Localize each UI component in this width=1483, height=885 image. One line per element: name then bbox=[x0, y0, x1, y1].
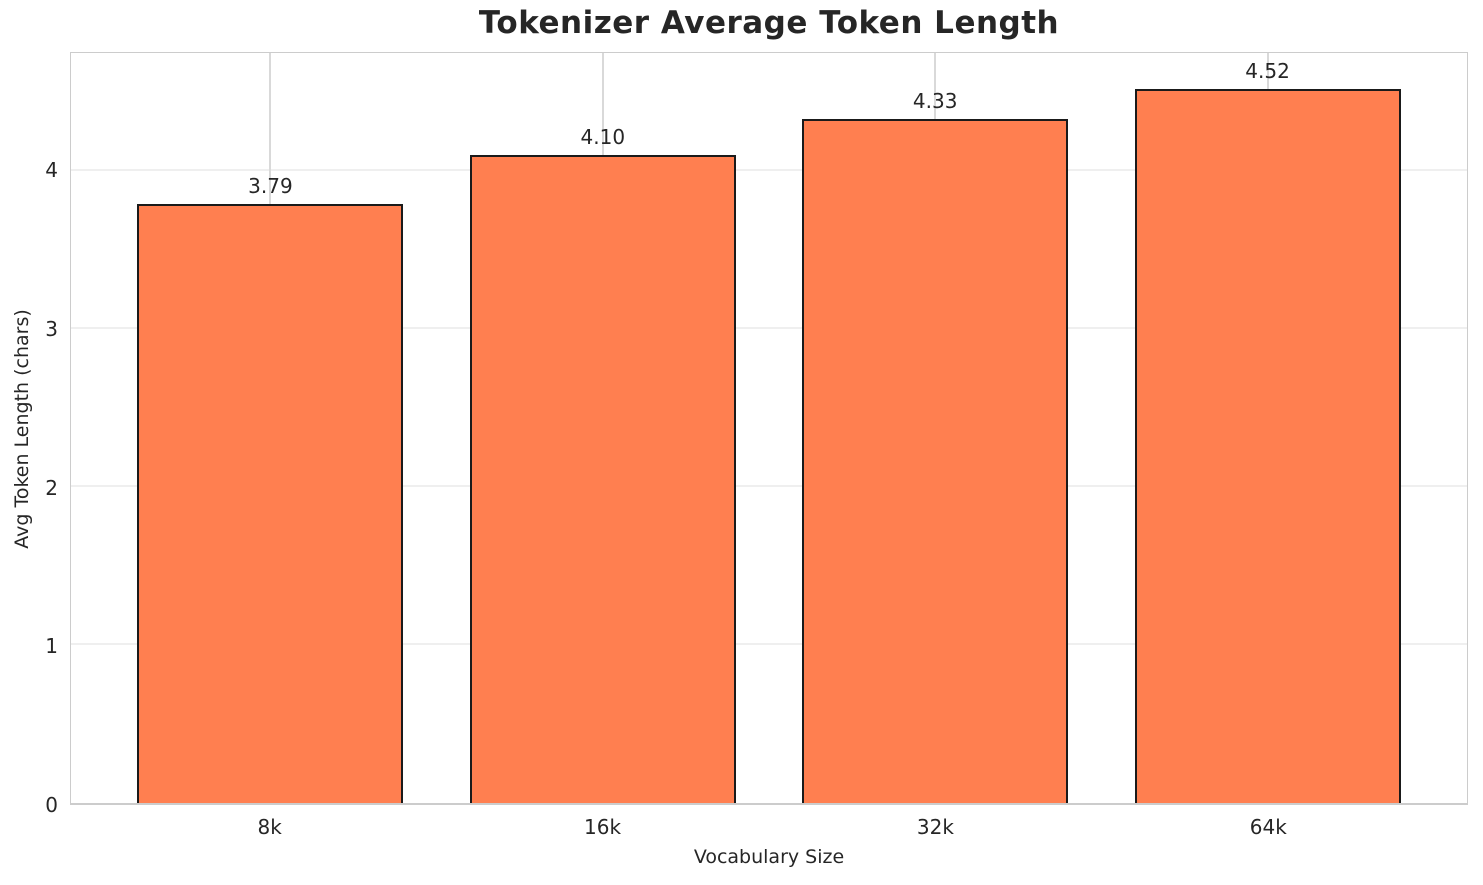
y-tick-label: 0 bbox=[45, 793, 58, 817]
plot-area: 3.79 4.10 4.33 4.52 bbox=[70, 52, 1468, 805]
x-tick-label: 16k bbox=[584, 815, 622, 839]
x-axis-label: Vocabulary Size bbox=[693, 846, 845, 868]
y-axis-label: Avg Token Length (chars) bbox=[11, 308, 34, 549]
h-gridline bbox=[71, 168, 1467, 171]
bar-32k bbox=[802, 118, 1069, 803]
bar-8k bbox=[137, 204, 404, 803]
bar-value-label: 3.79 bbox=[248, 174, 293, 199]
bar-value-label: 4.52 bbox=[1245, 58, 1290, 83]
h-gridline bbox=[71, 642, 1467, 645]
y-tick-label: 3 bbox=[45, 317, 58, 342]
bar-16k bbox=[469, 155, 736, 803]
y-tick-label: 2 bbox=[45, 475, 58, 500]
chart-title: Tokenizer Average Token Length bbox=[478, 5, 1060, 41]
h-gridline bbox=[71, 484, 1467, 487]
h-gridline bbox=[71, 326, 1467, 329]
x-tick-label: 64k bbox=[1249, 815, 1287, 839]
y-tick-label: 1 bbox=[45, 634, 58, 659]
x-tick-label: 8k bbox=[257, 815, 282, 839]
bar-value-label: 4.33 bbox=[912, 88, 958, 113]
bar-64k bbox=[1134, 88, 1401, 803]
x-tick-label: 32k bbox=[916, 815, 954, 839]
bar-value-label: 4.10 bbox=[580, 125, 626, 150]
y-tick-label: 4 bbox=[45, 158, 58, 183]
